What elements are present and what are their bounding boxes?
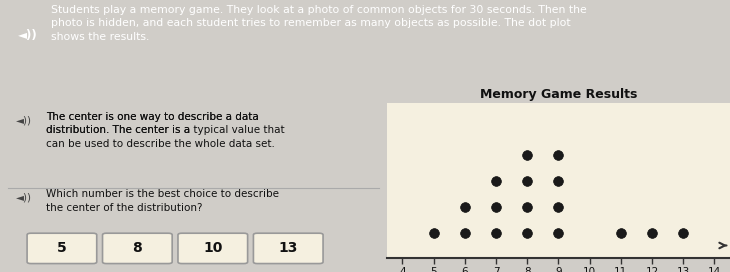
Text: 10: 10 xyxy=(203,241,223,255)
Text: The center is one way to describe a data
distribution. The center is a: The center is one way to describe a data… xyxy=(47,112,259,135)
Text: Which number is the best choice to describe
the center of the distribution?: Which number is the best choice to descr… xyxy=(47,189,280,213)
Text: Students play a memory game. They look at a photo of common objects for 30 secon: Students play a memory game. They look a… xyxy=(51,5,587,42)
FancyBboxPatch shape xyxy=(102,233,172,264)
Text: ◄)): ◄)) xyxy=(15,193,31,203)
FancyBboxPatch shape xyxy=(253,233,323,264)
Text: ◄)): ◄)) xyxy=(15,115,31,125)
Text: ◄)): ◄)) xyxy=(18,29,38,42)
FancyBboxPatch shape xyxy=(27,233,96,264)
Text: 8: 8 xyxy=(132,241,142,255)
Text: 13: 13 xyxy=(279,241,298,255)
FancyBboxPatch shape xyxy=(178,233,247,264)
Text: The center is one way to describe a data
distribution. The center is a typical v: The center is one way to describe a data… xyxy=(47,112,285,149)
Title: Memory Game Results: Memory Game Results xyxy=(480,88,637,101)
Text: 5: 5 xyxy=(57,241,66,255)
